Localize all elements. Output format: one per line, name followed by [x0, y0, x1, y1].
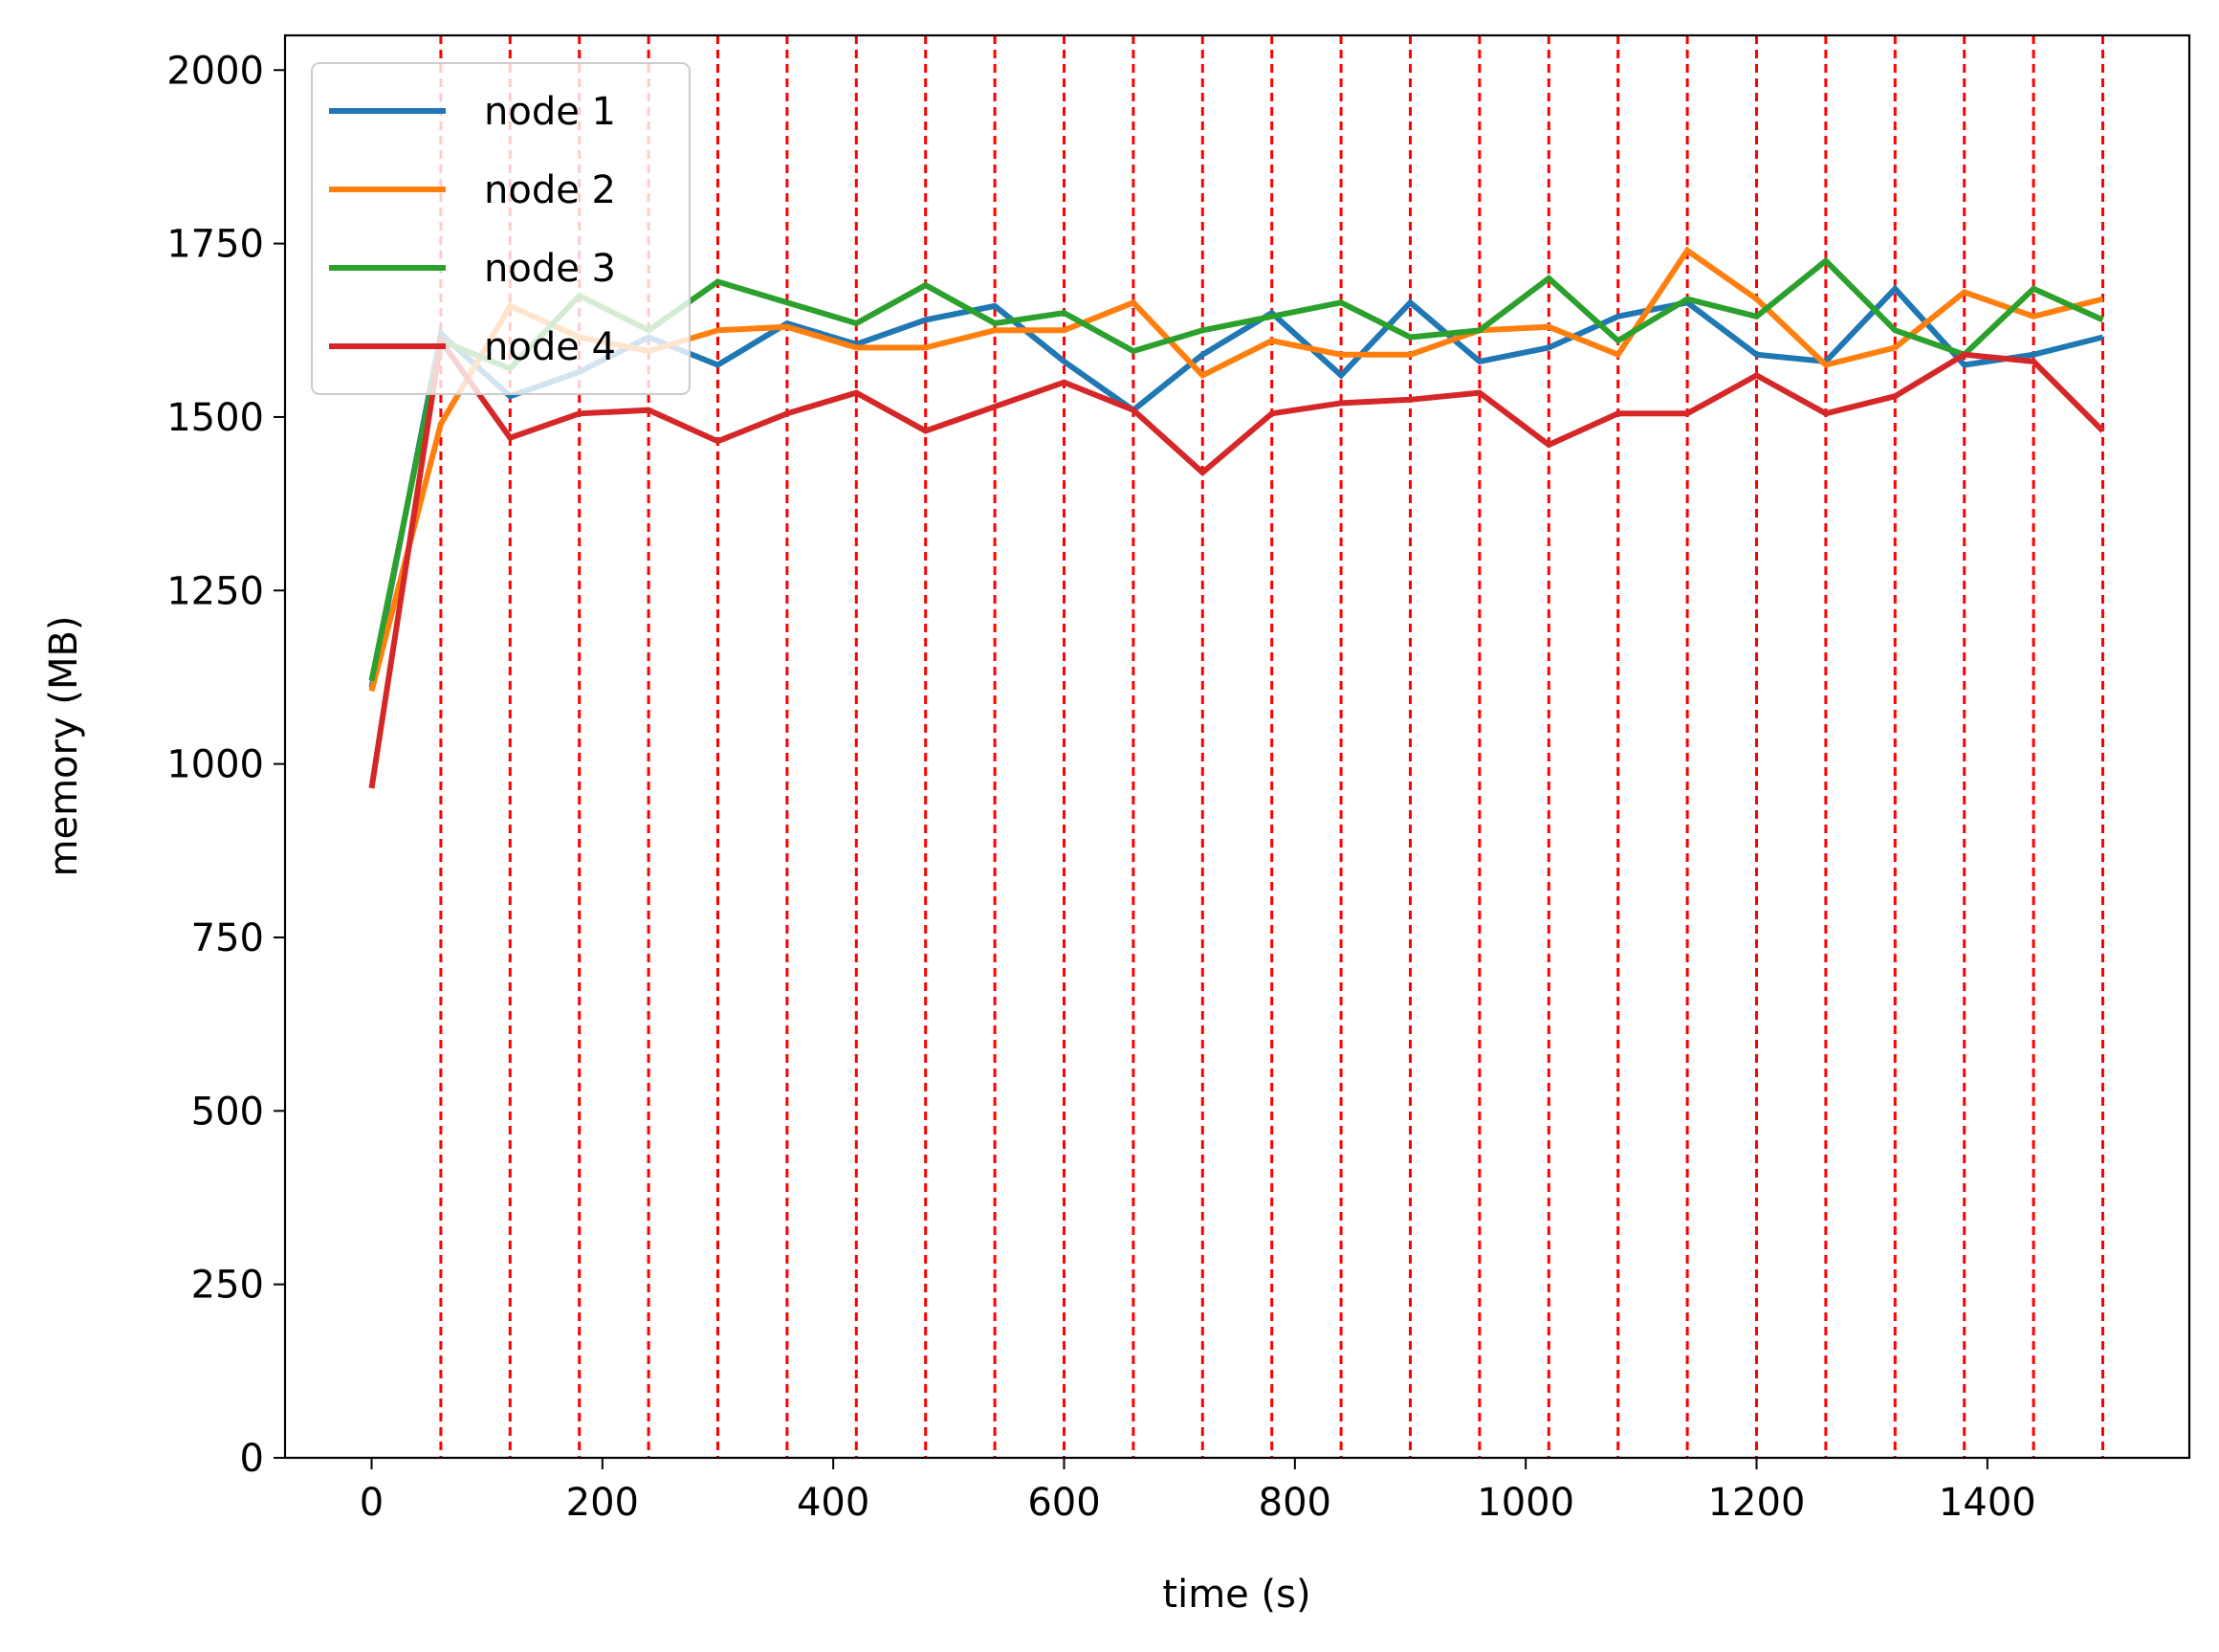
y-tick-label: 0 [240, 1437, 264, 1481]
y-tick-label: 1750 [166, 223, 264, 267]
legend-label-node-4: node 4 [484, 325, 616, 369]
y-tick-label: 500 [191, 1090, 264, 1134]
x-tick-label: 200 [566, 1481, 639, 1525]
y-tick-label: 1250 [166, 569, 264, 613]
y-tick-label: 1000 [166, 743, 264, 787]
y-tick-label: 2000 [166, 49, 264, 93]
x-tick-label: 1000 [1477, 1481, 1574, 1525]
x-tick-label: 1200 [1708, 1481, 1806, 1525]
legend-label-node-2: node 2 [484, 168, 616, 212]
y-axis-label: memory (MB) [42, 615, 86, 876]
series-line-node-4 [368, 333, 2105, 789]
legend: node 1 node 2 node 3 node 4 [311, 62, 691, 395]
y-tick-label: 750 [191, 916, 264, 960]
x-tick-label: 600 [1027, 1481, 1100, 1525]
y-tick-label: 1500 [166, 396, 264, 440]
legend-box [311, 62, 691, 395]
plot-frame [283, 33, 2191, 1460]
x-tick-label: 400 [797, 1481, 869, 1525]
x-tick-label: 1400 [1939, 1481, 2036, 1525]
x-axis-ticks: 0 200 400 600 800 1000 1200 1400 [360, 1458, 2036, 1525]
y-tick-label: 250 [191, 1264, 264, 1308]
vertical-markers [439, 35, 2104, 1458]
legend-label-node-1: node 1 [484, 90, 616, 134]
x-tick-label: 0 [360, 1481, 384, 1525]
y-axis-ticks: 0 250 500 750 1000 1250 1500 1750 2000 [166, 49, 285, 1481]
legend-label-node-3: node 3 [484, 247, 616, 291]
x-axis-label: time (s) [1162, 1573, 1310, 1617]
x-tick-label: 800 [1259, 1481, 1331, 1525]
